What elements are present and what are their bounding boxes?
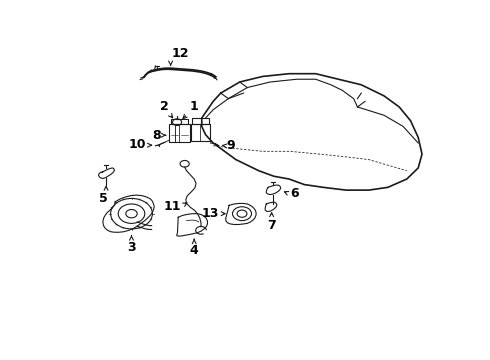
Bar xyxy=(191,124,210,141)
Text: 8: 8 xyxy=(152,129,161,142)
Text: 4: 4 xyxy=(190,244,198,257)
Text: 9: 9 xyxy=(227,139,236,152)
Text: 11: 11 xyxy=(163,200,181,213)
Text: 3: 3 xyxy=(127,240,136,253)
Text: 10: 10 xyxy=(129,138,147,151)
Text: 2: 2 xyxy=(160,100,169,113)
Text: 13: 13 xyxy=(201,207,219,220)
Text: 6: 6 xyxy=(290,188,298,201)
Bar xyxy=(192,118,209,124)
Text: 5: 5 xyxy=(99,192,108,205)
Text: 1: 1 xyxy=(189,100,198,113)
Bar xyxy=(171,118,188,123)
Text: 12: 12 xyxy=(172,48,189,60)
Text: 7: 7 xyxy=(267,219,276,232)
